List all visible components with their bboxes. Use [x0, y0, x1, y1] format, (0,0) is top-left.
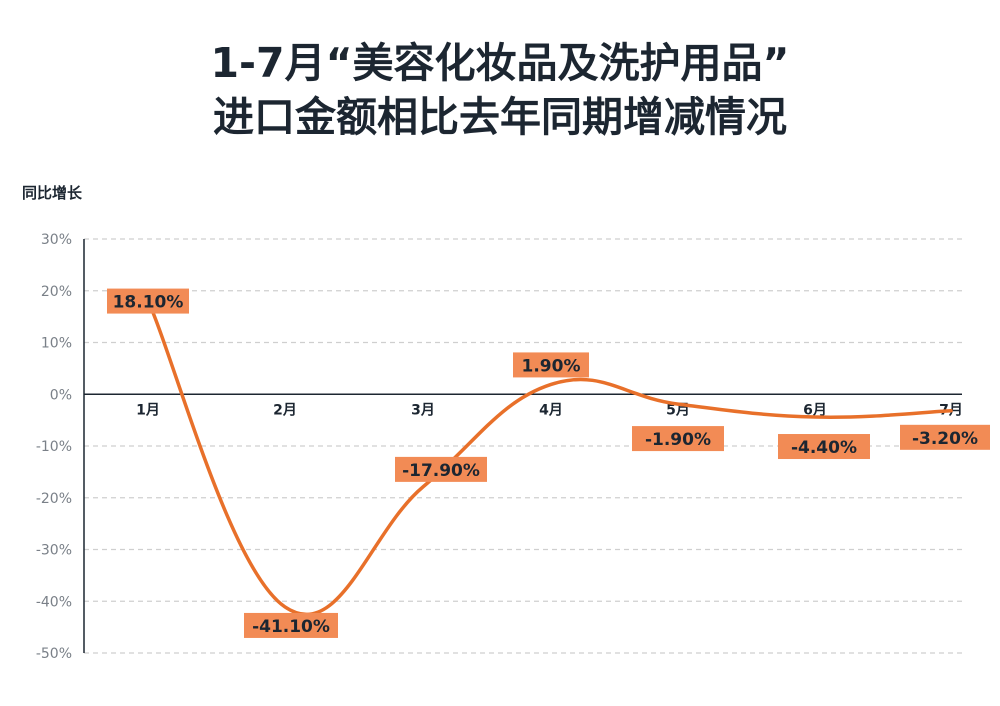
x-tick-label: 1月 — [136, 402, 160, 418]
y-tick-label: 10% — [41, 336, 72, 352]
x-tick-label: 3月 — [411, 402, 435, 418]
x-tick-label: 2月 — [273, 402, 297, 418]
y-axis-title: 同比增长 — [22, 184, 83, 202]
data-label: 18.10% — [113, 293, 184, 313]
y-tick-label: -50% — [36, 646, 72, 662]
data-label: -3.20% — [912, 429, 978, 449]
y-tick-label: 30% — [41, 232, 72, 248]
data-label-box — [513, 352, 589, 378]
data-label-box — [632, 426, 724, 452]
chart-title-line1: 1-7月“美容化妆品及洗护用品” — [210, 39, 790, 87]
data-label: 1.90% — [522, 356, 581, 376]
y-tick-label: -40% — [36, 594, 72, 610]
data-label-box — [244, 612, 338, 638]
data-label: -41.10% — [252, 617, 330, 637]
data-label-box — [778, 434, 870, 460]
y-tick-label: -20% — [36, 491, 72, 507]
data-label: -4.40% — [791, 438, 857, 458]
data-label-box — [900, 424, 990, 450]
x-tick-label: 4月 — [539, 402, 563, 418]
data-label: -1.90% — [645, 430, 711, 450]
chart-title-line2: 进口金额相比去年同期增减情况 — [213, 93, 787, 141]
y-tick-label: 0% — [50, 387, 72, 403]
series-line — [146, 298, 953, 617]
x-tick-label: 6月 — [803, 402, 827, 418]
y-tick-label: -30% — [36, 543, 72, 559]
y-tick-label: 20% — [41, 284, 72, 300]
y-tick-label: -10% — [36, 439, 72, 455]
data-label: -17.90% — [402, 461, 480, 481]
data-label-box — [395, 456, 487, 482]
data-label-box — [107, 288, 189, 314]
